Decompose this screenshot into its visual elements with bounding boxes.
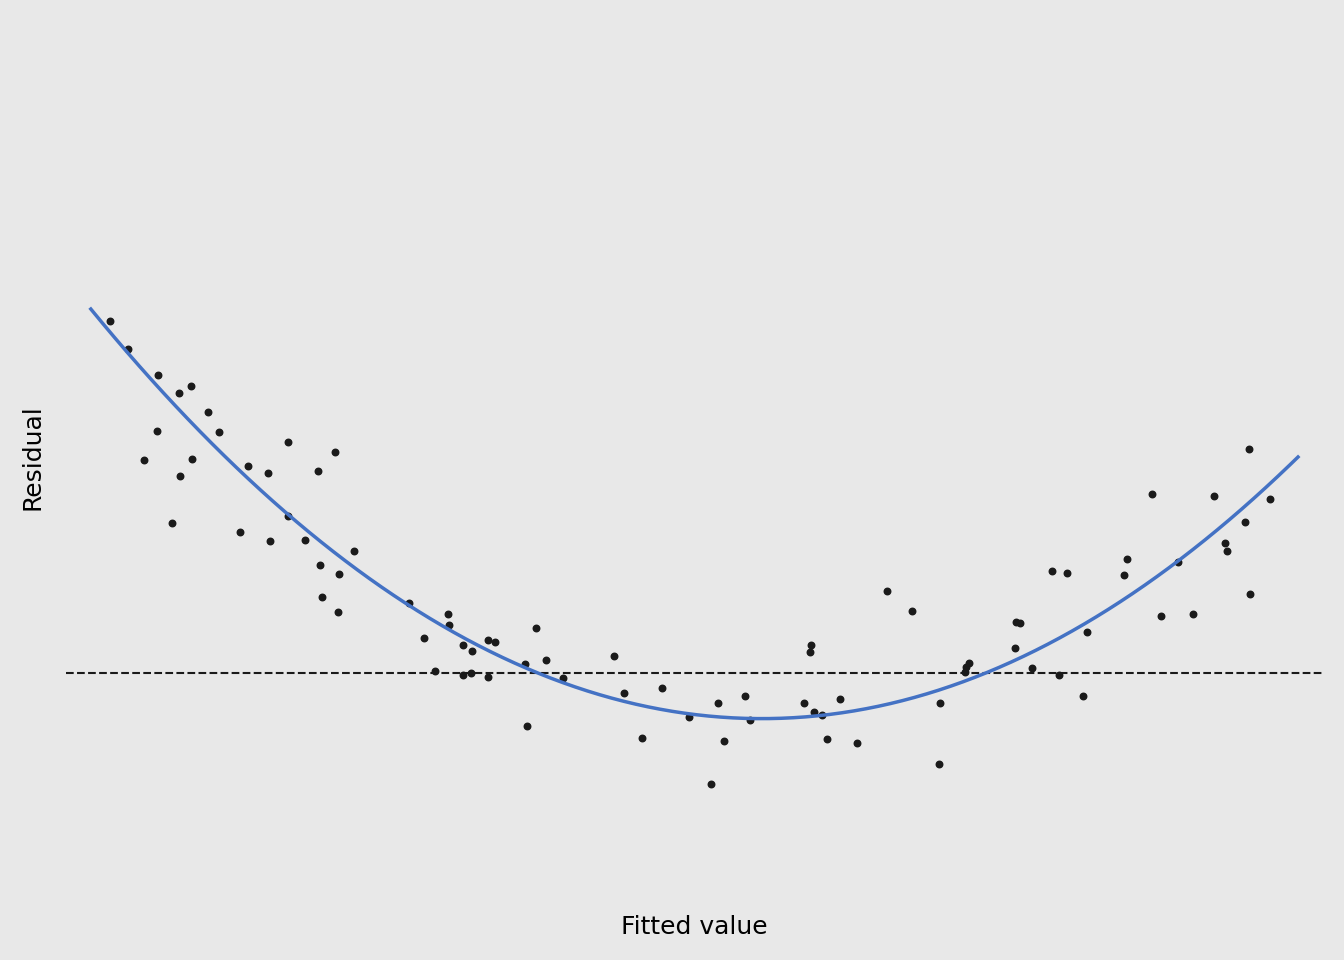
Point: [632, 731, 653, 746]
Point: [956, 660, 977, 675]
Point: [453, 667, 474, 683]
Point: [453, 637, 474, 653]
Point: [734, 688, 755, 704]
Point: [324, 444, 345, 459]
Point: [829, 691, 851, 707]
Point: [230, 524, 251, 540]
Point: [460, 665, 481, 681]
Point: [1150, 608, 1172, 623]
Point: [1141, 486, 1163, 501]
Point: [810, 708, 832, 723]
Point: [1234, 515, 1255, 530]
Point: [277, 508, 298, 523]
Point: [329, 566, 351, 582]
Point: [312, 588, 333, 604]
Point: [929, 756, 950, 772]
Point: [180, 378, 202, 394]
Point: [208, 424, 230, 440]
Point: [1056, 565, 1078, 581]
Point: [535, 652, 556, 667]
Point: [146, 423, 168, 439]
Point: [438, 617, 460, 633]
Point: [237, 459, 258, 474]
Point: [1239, 442, 1261, 457]
Point: [1203, 489, 1224, 504]
Point: [1004, 640, 1025, 656]
Point: [1073, 688, 1094, 704]
Point: [552, 670, 574, 685]
Point: [161, 516, 183, 531]
Point: [198, 405, 219, 420]
Point: [437, 606, 458, 621]
Point: [515, 657, 536, 672]
X-axis label: Fitted value: Fitted value: [621, 915, 767, 939]
Point: [414, 631, 435, 646]
Point: [277, 434, 298, 449]
Point: [308, 464, 329, 479]
Point: [958, 656, 980, 671]
Point: [328, 605, 349, 620]
Point: [344, 543, 366, 559]
Point: [99, 314, 121, 329]
Point: [930, 696, 952, 711]
Point: [117, 341, 138, 356]
Point: [309, 558, 331, 573]
Point: [816, 732, 837, 747]
Point: [484, 635, 505, 650]
Point: [259, 534, 281, 549]
Point: [148, 368, 169, 383]
Point: [800, 637, 821, 653]
Point: [1077, 625, 1098, 640]
Point: [1020, 660, 1042, 675]
Point: [793, 696, 814, 711]
Point: [613, 685, 634, 701]
Point: [1168, 554, 1189, 569]
Point: [477, 669, 499, 684]
Point: [700, 777, 722, 792]
Point: [294, 532, 316, 547]
Point: [1005, 614, 1027, 630]
Point: [180, 451, 202, 467]
Point: [603, 649, 625, 664]
Point: [876, 583, 898, 598]
Point: [169, 468, 191, 484]
Y-axis label: Residual: Residual: [22, 405, 44, 511]
Point: [1183, 607, 1204, 622]
Point: [1216, 543, 1238, 559]
Point: [399, 595, 421, 611]
Point: [1040, 563, 1062, 578]
Point: [461, 643, 482, 659]
Point: [677, 709, 699, 725]
Point: [477, 632, 499, 647]
Point: [526, 620, 547, 636]
Point: [1239, 587, 1261, 602]
Point: [1259, 491, 1281, 506]
Point: [168, 385, 190, 400]
Point: [1009, 615, 1031, 631]
Point: [133, 452, 155, 468]
Point: [712, 732, 734, 748]
Point: [650, 680, 672, 695]
Point: [847, 735, 868, 751]
Point: [258, 466, 280, 481]
Point: [516, 718, 538, 733]
Point: [804, 705, 825, 720]
Point: [954, 664, 976, 680]
Point: [707, 695, 728, 710]
Point: [902, 603, 923, 618]
Point: [1214, 535, 1235, 550]
Point: [1113, 567, 1134, 583]
Point: [425, 663, 446, 679]
Point: [1117, 551, 1138, 566]
Point: [800, 644, 821, 660]
Point: [739, 712, 761, 728]
Point: [1048, 668, 1070, 684]
